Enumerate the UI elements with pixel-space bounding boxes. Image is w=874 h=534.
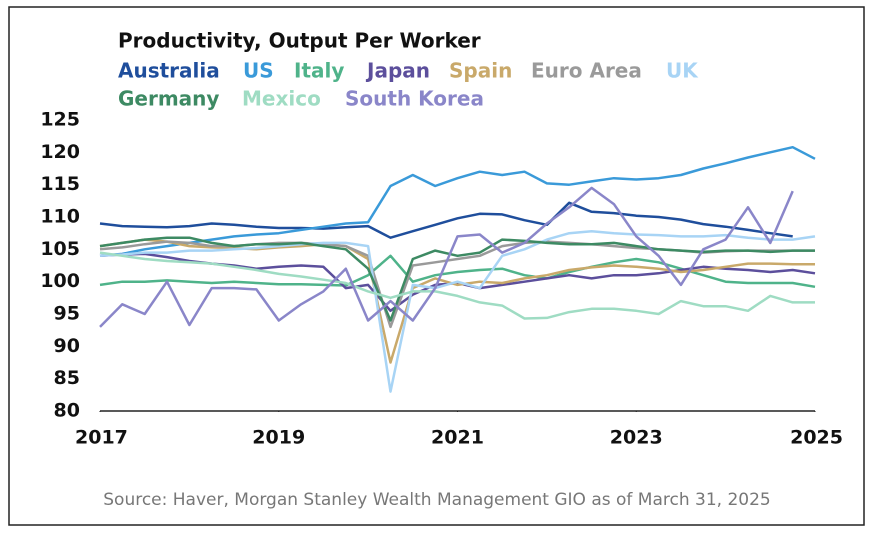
y-tick-label: 115 bbox=[40, 173, 80, 195]
series-line bbox=[99, 251, 815, 320]
x-tick-label: 2023 bbox=[610, 427, 663, 449]
y-tick-label: 85 bbox=[54, 367, 80, 389]
series-line bbox=[99, 229, 816, 393]
chart-title: Productivity, Output Per Worker bbox=[118, 29, 481, 53]
y-tick-label: 80 bbox=[54, 400, 80, 422]
source: Source: Haver, Morgan Stanley Wealth Man… bbox=[103, 490, 771, 510]
series-line bbox=[99, 254, 816, 289]
legend-entry: Germany bbox=[118, 87, 219, 111]
x-tick-label: 2019 bbox=[252, 427, 305, 449]
legend-entry: Japan bbox=[365, 59, 430, 83]
series-line bbox=[99, 236, 815, 322]
legend-entry: Australia bbox=[118, 59, 220, 83]
y-tick-label: 125 bbox=[40, 109, 80, 131]
x-tick-label: 2017 bbox=[75, 427, 128, 449]
series-line bbox=[99, 145, 816, 258]
y-tick-label: 110 bbox=[40, 206, 80, 228]
legend-entry: UK bbox=[666, 59, 699, 83]
x-tick-label: 2025 bbox=[790, 427, 843, 449]
series-line bbox=[99, 238, 815, 364]
y-tick-label: 90 bbox=[54, 335, 80, 357]
legend-entry: Euro Area bbox=[531, 59, 642, 83]
series-line bbox=[99, 201, 793, 239]
x-tick-label: 2021 bbox=[431, 427, 484, 449]
legend-entry: South Korea bbox=[345, 87, 484, 111]
y-tick-label: 120 bbox=[40, 141, 80, 163]
y-tick-label: 95 bbox=[54, 303, 80, 325]
legend-entry: Italy bbox=[294, 59, 344, 83]
legend-entry: US bbox=[243, 59, 274, 83]
legend-entry: Spain bbox=[449, 59, 512, 83]
series-line bbox=[99, 186, 794, 328]
legend-entry: Mexico bbox=[242, 87, 321, 111]
y-tick-label: 105 bbox=[40, 238, 80, 260]
y-tick-label: 100 bbox=[40, 270, 80, 292]
frame bbox=[8, 6, 865, 526]
